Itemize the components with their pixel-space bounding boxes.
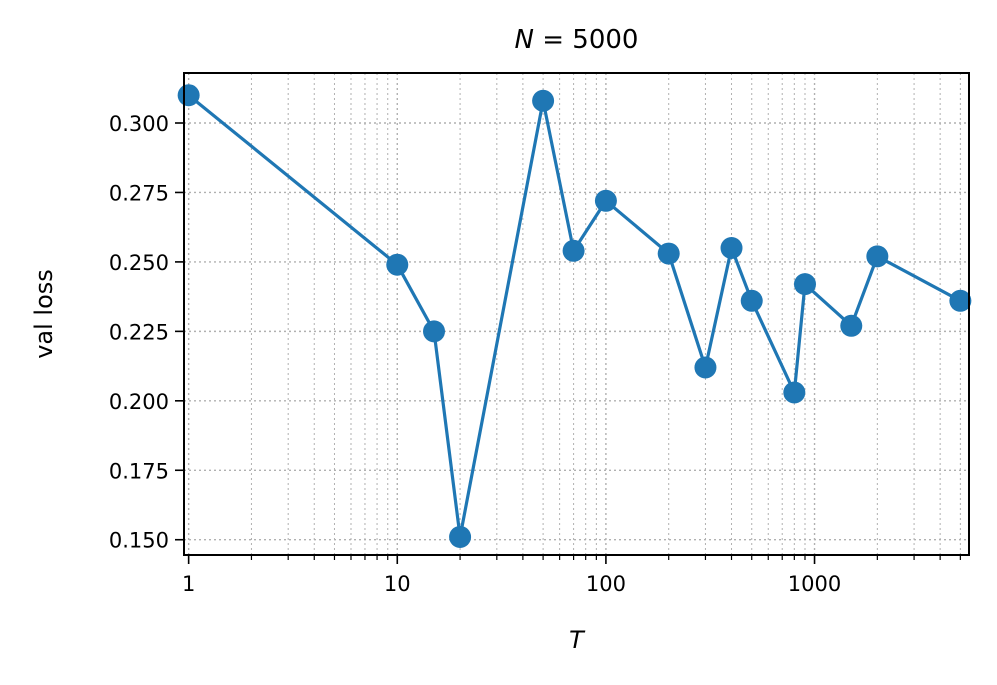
data-point xyxy=(532,89,555,112)
chart-title: N = 5000 xyxy=(515,25,639,55)
y-tick-label: 0.275 xyxy=(109,181,169,205)
y-tick-label: 0.225 xyxy=(109,320,169,344)
data-point xyxy=(449,525,472,548)
data-point xyxy=(793,273,816,296)
y-tick-label: 0.300 xyxy=(109,112,169,136)
x-axis-label: T xyxy=(569,626,586,654)
data-point xyxy=(949,289,972,312)
data-point xyxy=(720,237,743,260)
x-tick-label: 1000 xyxy=(788,572,841,596)
series-line xyxy=(187,93,962,539)
data-point xyxy=(783,381,806,404)
data-point xyxy=(177,84,200,107)
y-tick-label: 0.250 xyxy=(109,251,169,275)
title-rest: = 5000 xyxy=(534,25,638,55)
x-tick-label: 10 xyxy=(384,572,411,596)
y-tick-label: 0.200 xyxy=(109,390,169,414)
plot-frame xyxy=(183,72,970,556)
series-layer xyxy=(177,84,972,548)
y-tick-label: 0.175 xyxy=(109,459,169,483)
data-point xyxy=(594,189,617,212)
axis-ticks: 1 10 100 1000 0.150 0.175 0.200 0.225 0.250 0.275… xyxy=(109,112,961,596)
data-point xyxy=(657,242,680,265)
title-italic: N xyxy=(515,25,534,55)
data-point xyxy=(740,289,763,312)
data-point xyxy=(840,314,863,337)
x-tick-label: 1 xyxy=(182,572,195,596)
y-axis-label: val loss xyxy=(30,269,58,359)
x-tick-label: 100 xyxy=(586,572,626,596)
data-point xyxy=(386,253,409,276)
y-tick-label: 0.150 xyxy=(109,529,169,553)
data-point xyxy=(423,320,446,343)
data-point xyxy=(694,356,717,379)
data-point xyxy=(866,245,889,268)
data-point xyxy=(562,239,585,262)
grid-lines xyxy=(184,73,969,555)
